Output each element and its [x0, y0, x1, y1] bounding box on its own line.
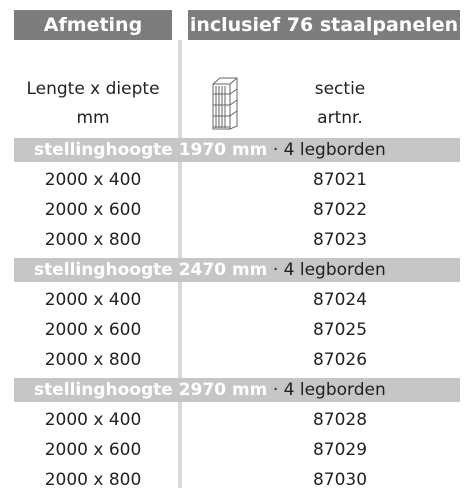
dimension: 2000 x 600 [44, 440, 142, 460]
article-number: 87021 [312, 170, 368, 190]
section-height: stellinghoogte 2470 mm [34, 260, 268, 280]
section-band: stellinghoogte 2970 mm · 4 legborden [14, 378, 460, 402]
article-number: 87022 [312, 200, 368, 220]
section-shelves: · 4 legborden [272, 260, 386, 280]
article-number: 87028 [312, 410, 368, 430]
article-number: 87025 [312, 320, 368, 340]
subheader-text: sectie [314, 79, 366, 99]
section-band: stellinghoogte 2470 mm · 4 legborden [14, 258, 460, 282]
section-height: stellinghoogte 2970 mm [34, 380, 268, 400]
section-shelves: · 4 legborden [272, 380, 386, 400]
section-band: stellinghoogte 1970 mm · 4 legborden [14, 138, 460, 162]
article-number: 87026 [312, 350, 368, 370]
article-number: 87029 [312, 440, 368, 460]
dimension: 2000 x 800 [44, 470, 142, 490]
dimension: 2000 x 600 [44, 200, 142, 220]
header-cell: Afmeting [14, 10, 172, 40]
subheader-text: Lengte x diepte [26, 79, 160, 99]
section-shelves: · 4 legborden [272, 140, 386, 160]
dimension: 2000 x 400 [44, 170, 142, 190]
header-cell: inclusief 76 staalpanelen [188, 10, 460, 40]
dimension: 2000 x 400 [44, 290, 142, 310]
article-number: 87024 [312, 290, 368, 310]
dimension: 2000 x 400 [44, 410, 142, 430]
dimension: 2000 x 800 [44, 350, 142, 370]
subheader-text: artnr. [317, 108, 363, 128]
subheader-text: mm [76, 108, 110, 128]
article-number: 87030 [312, 470, 368, 490]
section-height: stellinghoogte 1970 mm [34, 140, 268, 160]
article-number: 87023 [312, 230, 368, 250]
dimension: 2000 x 600 [44, 320, 142, 340]
shelf-icon [212, 77, 238, 130]
dimension: 2000 x 800 [44, 230, 142, 250]
